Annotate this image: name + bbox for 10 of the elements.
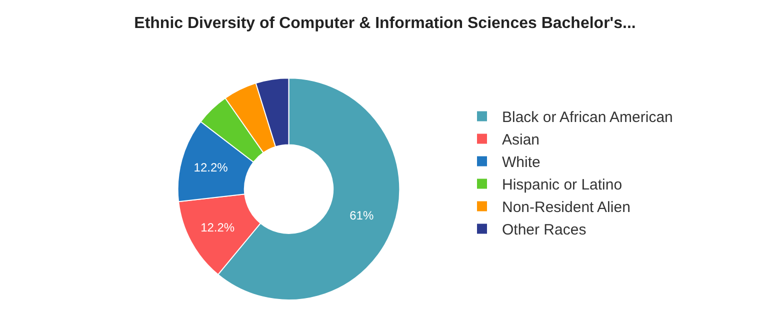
legend-label: White: [502, 154, 540, 172]
chart-title: Ethnic Diversity of Computer & Information Sciences Bachelor's...: [134, 14, 636, 32]
legend-label: Non-Resident Alien: [502, 199, 630, 216]
data-label: 12.2%: [200, 220, 235, 235]
legend-label: Asian: [502, 132, 540, 149]
data-label: 61%: [350, 208, 374, 222]
data-label: 12.2%: [194, 160, 228, 175]
legend-label: Black or African American: [502, 109, 673, 126]
legend-label: Hispanic or Latino: [502, 176, 622, 194]
legend-label: Other Races: [502, 222, 586, 239]
